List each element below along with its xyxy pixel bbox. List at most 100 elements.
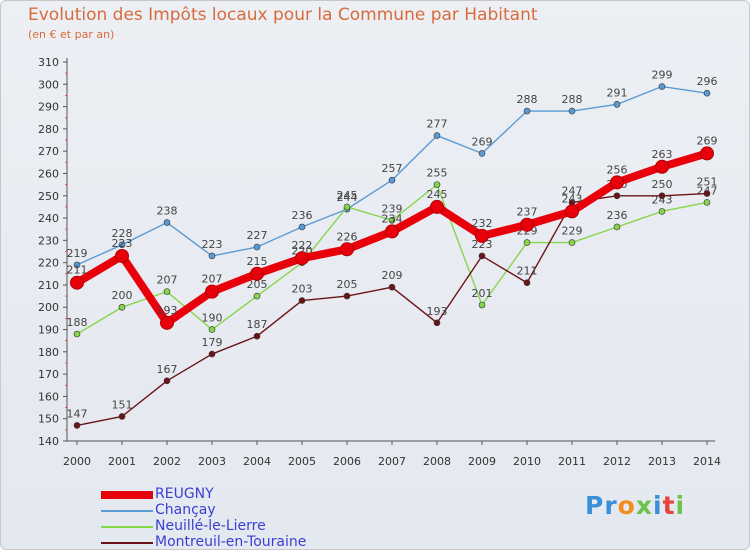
data-label: 201 (472, 287, 493, 300)
data-point (700, 146, 714, 161)
data-point (703, 89, 711, 97)
logo-letter: t (662, 491, 676, 520)
y-tick-label: 200 (38, 301, 59, 314)
data-point (703, 190, 711, 197)
y-tick-label: 230 (38, 234, 59, 247)
proxiti-logo: Proxiti (585, 491, 685, 520)
data-label: 243 (652, 193, 673, 206)
data-point (73, 330, 81, 338)
data-label: 209 (382, 269, 403, 282)
legend-label: REUGNY (155, 486, 214, 502)
y-tick-label: 220 (38, 257, 59, 270)
data-point (478, 150, 486, 157)
data-label: 244 (337, 191, 358, 204)
data-point (433, 181, 441, 188)
data-point (253, 332, 261, 340)
data-label: 263 (652, 148, 673, 161)
x-tick-label: 2012 (603, 455, 631, 468)
legend-swatch (101, 542, 153, 544)
y-tick-label: 280 (38, 123, 59, 136)
data-point (613, 223, 621, 231)
data-point (658, 192, 666, 200)
data-label: 236 (292, 209, 313, 222)
y-tick-label: 140 (38, 435, 59, 448)
data-label: 193 (427, 305, 448, 318)
chart-title: Evolution des Impôts locaux pour la Comm… (28, 5, 538, 25)
data-point (295, 251, 309, 266)
logo-letter: i (652, 491, 663, 520)
x-tick-label: 2005 (288, 455, 316, 468)
data-point (253, 243, 261, 251)
data-label: 277 (427, 118, 448, 131)
data-point (388, 283, 396, 291)
y-tick-label: 190 (38, 324, 59, 337)
legend-label: Chançay (155, 502, 216, 518)
data-label: 151 (112, 398, 133, 411)
data-point (703, 199, 711, 206)
data-label: 251 (697, 176, 718, 189)
x-tick-label: 2008 (423, 455, 451, 468)
data-point (118, 413, 126, 420)
legend-swatch (101, 526, 153, 528)
data-point (523, 107, 531, 115)
data-label: 227 (247, 229, 268, 242)
data-point (298, 223, 306, 231)
data-label: 226 (337, 230, 358, 243)
data-point (475, 228, 489, 243)
x-tick-label: 2014 (693, 455, 721, 468)
data-point (298, 297, 306, 304)
data-point (73, 422, 81, 429)
data-label: 288 (517, 93, 538, 106)
legend-swatch (101, 491, 153, 499)
data-point (655, 159, 669, 174)
x-tick-label: 2006 (333, 455, 361, 468)
legend-swatch (101, 510, 153, 512)
data-label: 203 (292, 283, 313, 296)
data-label: 255 (427, 167, 448, 180)
x-tick-label: 2010 (513, 455, 541, 468)
logo-letter: i (675, 491, 686, 520)
data-point (520, 217, 534, 232)
x-tick-label: 2004 (243, 455, 271, 468)
data-label: 228 (112, 227, 133, 240)
x-tick-label: 2007 (378, 455, 406, 468)
x-tick-label: 2011 (558, 455, 586, 468)
y-tick-label: 210 (38, 279, 59, 292)
data-point (385, 224, 399, 239)
data-point (208, 252, 216, 260)
logo-letter: x (635, 491, 653, 520)
data-label: 232 (472, 217, 493, 230)
data-point (70, 275, 84, 290)
data-point (565, 204, 579, 219)
data-label: 229 (562, 225, 583, 238)
data-label: 288 (562, 93, 583, 106)
data-point (340, 242, 354, 257)
x-tick-label: 2001 (108, 455, 136, 468)
data-point (568, 239, 576, 246)
y-tick-label: 270 (38, 145, 59, 158)
data-label: 200 (112, 289, 133, 302)
data-label: 257 (382, 162, 403, 175)
y-tick-label: 240 (38, 212, 59, 225)
data-label: 187 (247, 318, 268, 331)
data-label: 234 (382, 212, 403, 225)
x-tick-label: 2000 (63, 455, 91, 468)
data-point (208, 350, 216, 358)
data-label: 236 (607, 209, 628, 222)
data-label: 211 (67, 264, 88, 277)
data-label: 167 (157, 363, 178, 376)
data-point (160, 315, 174, 330)
y-tick-label: 250 (38, 190, 59, 203)
data-label: 237 (517, 206, 538, 219)
data-point (163, 288, 171, 295)
y-tick-label: 180 (38, 346, 59, 359)
data-label: 205 (247, 278, 268, 291)
data-label: 219 (67, 247, 88, 260)
x-tick-label: 2002 (153, 455, 181, 468)
y-tick-label: 160 (38, 390, 59, 403)
x-tick-label: 2009 (468, 455, 496, 468)
data-point (523, 279, 531, 287)
x-tick-label: 2013 (648, 455, 676, 468)
data-label: 223 (472, 238, 493, 251)
